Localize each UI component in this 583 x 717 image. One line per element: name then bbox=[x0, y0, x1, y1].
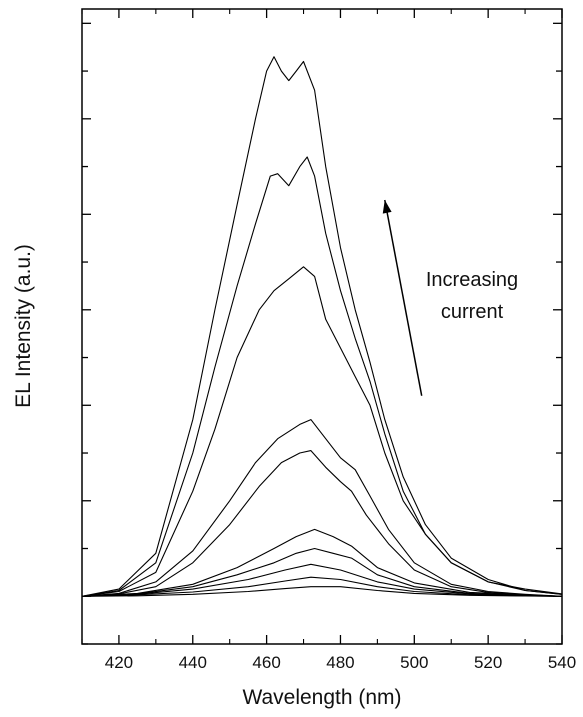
series-line-7 bbox=[81, 419, 563, 597]
plot-frame bbox=[81, 8, 563, 645]
annotation-arrow-head bbox=[382, 199, 392, 214]
x-tick-label: 540 bbox=[548, 653, 576, 672]
x-tick-label: 480 bbox=[326, 653, 354, 672]
annotation-arrow bbox=[384, 199, 423, 396]
series-line-4 bbox=[81, 547, 563, 597]
series-line-6 bbox=[81, 450, 563, 597]
series-line-2 bbox=[81, 576, 563, 597]
ticks: 420 440 460 480 500 520 540 bbox=[81, 9, 576, 672]
series-line-10 bbox=[81, 56, 563, 597]
annotation-line-1: Increasing bbox=[426, 269, 518, 291]
annotation-line-2: current bbox=[441, 301, 504, 323]
x-tick-label: 460 bbox=[252, 653, 280, 672]
x-tick-label: 500 bbox=[400, 653, 428, 672]
series-line-5 bbox=[81, 528, 563, 597]
x-tick-label: 420 bbox=[105, 653, 133, 672]
x-tick-label: 440 bbox=[179, 653, 207, 672]
annotation: Increasing current bbox=[382, 199, 518, 396]
series-line-9 bbox=[81, 156, 563, 597]
series-layer bbox=[81, 56, 563, 597]
y-axis-label: EL Intensity (a.u.) bbox=[12, 244, 35, 408]
x-tick-label: 520 bbox=[474, 653, 502, 672]
x-axis-label: Wavelength (nm) bbox=[242, 686, 401, 709]
